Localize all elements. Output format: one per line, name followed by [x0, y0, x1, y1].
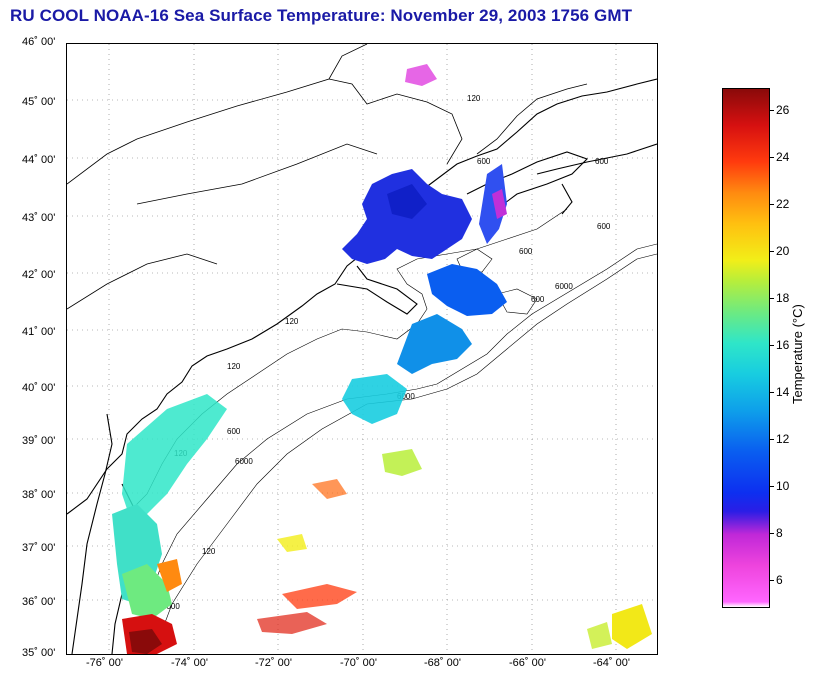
map-title: RU COOL NOAA-16 Sea Surface Temperature:… [10, 6, 633, 25]
sst-patch-orange-offshore [312, 479, 347, 499]
sst-patch-hatteras-cool [122, 564, 172, 619]
sst-patch-mid-atlantic-shelf [122, 394, 227, 524]
colorbar-tick-label: 8 [776, 526, 783, 540]
isobath-label: 120 [467, 94, 481, 103]
sst-patch-shelf-break [397, 314, 472, 374]
colorbar-tick [769, 251, 774, 252]
colorbar-tick-label: 14 [776, 385, 790, 399]
lat-label-45: 45˚ 00' [22, 96, 56, 108]
isobath-label: 600 [227, 427, 241, 436]
sst-patch-gulf-of-maine-inner [387, 184, 427, 219]
colorbar-tick-label: 16 [776, 338, 790, 352]
lat-label-37: 37˚ 00' [22, 542, 56, 554]
lat-label-46: 46˚ 00' [22, 36, 56, 48]
colorbar-tick [769, 157, 774, 158]
sst-patch-greens-offshore [382, 449, 422, 476]
isobath-label: 6000 [397, 392, 415, 401]
sst-map: 120 120 120 120 600 600 600 600 600 6000… [66, 43, 658, 655]
colorbar-tick [769, 580, 774, 581]
isobath-label: 6000 [555, 282, 573, 291]
sst-patch-slope-cyan [342, 374, 407, 424]
lon-label-76: -76˚ 00' [86, 657, 123, 669]
lat-label-44: 44˚ 00' [22, 154, 56, 166]
isobath-label: 120 [285, 317, 299, 326]
sst-map-canvas: 120 120 120 120 600 600 600 600 600 6000… [67, 44, 657, 654]
lon-label-68: -68˚ 00' [424, 657, 461, 669]
sst-data [112, 64, 652, 654]
colorbar-tick [769, 298, 774, 299]
colorbar-tick-label: 24 [776, 150, 790, 164]
isobath-label: 600 [531, 295, 545, 304]
colorbar-tick [769, 439, 774, 440]
lon-label-72: -72˚ 00' [255, 657, 292, 669]
colorbar-tick-label: 20 [776, 244, 790, 258]
borders [67, 44, 588, 310]
colorbar-tick [769, 110, 774, 111]
colorbar-tick-label: 10 [776, 479, 790, 493]
isobath-label: 600 [519, 247, 533, 256]
sst-patch-east-maine [479, 164, 507, 244]
isobath-label: 6000 [162, 602, 180, 611]
colorbar-tick [769, 204, 774, 205]
lon-label-64: -64˚ 00' [593, 657, 630, 669]
colorbar-tick [769, 533, 774, 534]
colorbar-tick [769, 392, 774, 393]
lon-label-70: -70˚ 00' [340, 657, 377, 669]
sst-patch-magenta-bay [492, 189, 507, 219]
colorbar-tick-label: 18 [776, 291, 790, 305]
colorbar-tick [769, 486, 774, 487]
colorbar-tick-label: 12 [776, 432, 790, 446]
sst-patch-gulf-stream-dark [129, 629, 162, 654]
colorbar-title: Temperature (°C) [790, 304, 805, 404]
isobath-label: 600 [477, 157, 491, 166]
isobath-label: 120 [202, 547, 216, 556]
isobath-label: 600 [597, 222, 611, 231]
isobath-label: 6000 [235, 457, 253, 466]
lat-label-39: 39˚ 00' [22, 435, 56, 447]
colorbar-tick-label: 26 [776, 103, 790, 117]
lon-label-66: -66˚ 00' [509, 657, 546, 669]
sst-patch-red-filaments-1 [282, 584, 357, 609]
sst-patch-magenta-north [405, 64, 437, 86]
isobath-labels: 120 120 120 120 600 600 600 600 600 6000… [162, 94, 611, 611]
lat-label-41: 41˚ 00' [22, 326, 56, 338]
lat-label-36: 36˚ 00' [22, 596, 56, 608]
sst-patch-yellow-offshore [277, 534, 307, 552]
colorbar-tick-label: 22 [776, 197, 790, 211]
colorbar-tick [769, 345, 774, 346]
isobath-label: 120 [227, 362, 241, 371]
sst-patch-georges-bank [427, 264, 507, 316]
isobath-label: 600 [595, 157, 609, 166]
temperature-colorbar [722, 88, 770, 608]
sst-patch-yellow-se [612, 604, 652, 649]
lat-label-43: 43˚ 00' [22, 212, 56, 224]
lat-label-40: 40˚ 00' [22, 382, 56, 394]
sst-patch-red-filaments-2 [257, 612, 327, 634]
lon-label-74: -74˚ 00' [171, 657, 208, 669]
sst-patch-yellow-green-se [587, 622, 612, 649]
lat-label-42: 42˚ 00' [22, 269, 56, 281]
sst-patch-gulf-stream-orange [157, 559, 182, 592]
lat-label-35: 35˚ 00' [22, 647, 56, 659]
colorbar-tick-label: 6 [776, 573, 783, 587]
lat-label-38: 38˚ 00' [22, 489, 56, 501]
